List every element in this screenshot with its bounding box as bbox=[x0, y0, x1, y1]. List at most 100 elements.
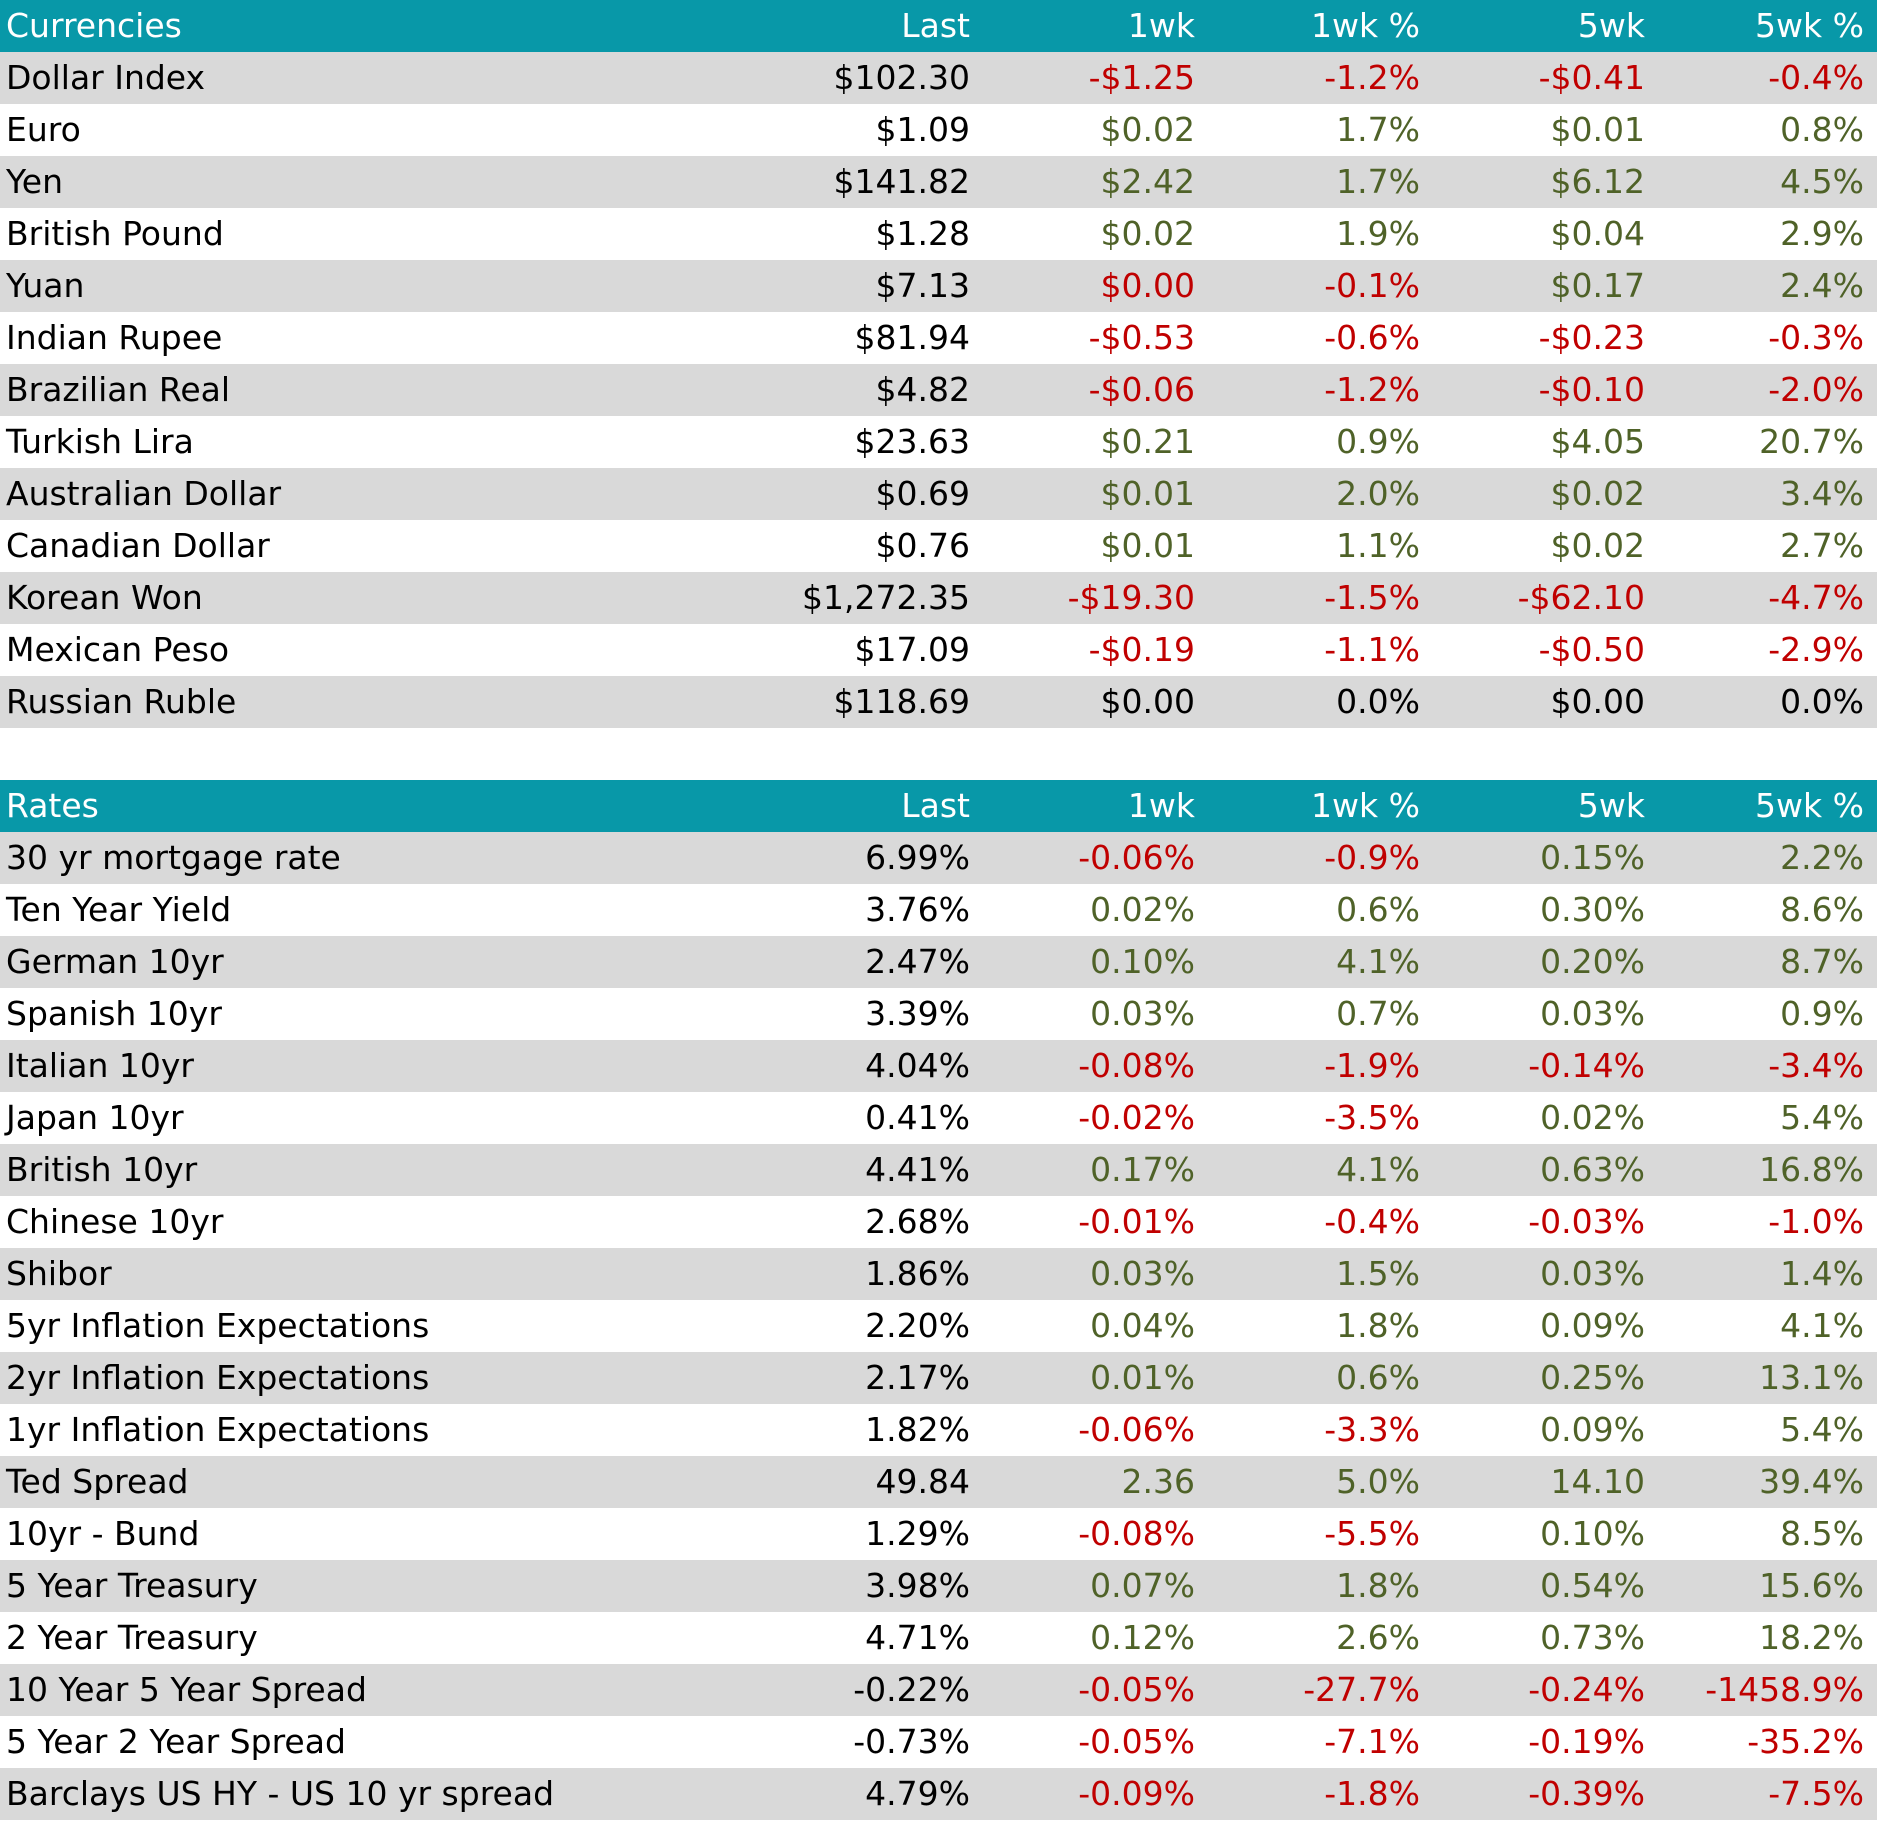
5wk-pct-cell: -1.0% bbox=[1768, 1202, 1864, 1241]
name-cell: Turkish Lira bbox=[6, 422, 194, 461]
5wk-cell: $0.17 bbox=[1550, 266, 1645, 305]
1wk-pct-cell: 4.1% bbox=[1336, 942, 1420, 981]
5wk-cell: 0.09% bbox=[1540, 1306, 1645, 1345]
5wk-cell: $0.02 bbox=[1550, 526, 1645, 565]
1wk-pct-cell: 1.7% bbox=[1336, 162, 1420, 201]
name-cell: British Pound bbox=[6, 214, 224, 253]
5wk-cell: 0.03% bbox=[1540, 994, 1645, 1033]
name-cell: Ten Year Yield bbox=[6, 890, 232, 929]
last-cell: -0.22% bbox=[853, 1670, 970, 1709]
5wk-pct-cell: 2.2% bbox=[1780, 838, 1864, 877]
table-row: Chinese 10yr 2.68% -0.01% -0.4% -0.03% -1.0% bbox=[0, 1196, 1877, 1248]
1wk-cell: $2.42 bbox=[1100, 162, 1195, 201]
5wk-pct-cell: 0.9% bbox=[1780, 994, 1864, 1033]
5wk-cell: -0.24% bbox=[1528, 1670, 1645, 1709]
table-row: Euro $1.09 $0.02 1.7% $0.01 0.8% bbox=[0, 104, 1877, 156]
5wk-pct-cell: 39.4% bbox=[1759, 1462, 1864, 1501]
name-cell: 5yr Inflation Expectations bbox=[6, 1306, 430, 1345]
1wk-pct-cell: -1.1% bbox=[1324, 630, 1420, 669]
5wk-pct-cell: 1.4% bbox=[1780, 1254, 1864, 1293]
name-cell: Spanish 10yr bbox=[6, 994, 222, 1033]
1wk-pct-cell: -1.9% bbox=[1324, 1046, 1420, 1085]
table-row: Yen $141.82 $2.42 1.7% $6.12 4.5% bbox=[0, 156, 1877, 208]
name-cell: 10 Year 5 Year Spread bbox=[6, 1670, 367, 1709]
5wk-pct-cell: -3.4% bbox=[1768, 1046, 1864, 1085]
1wk-cell: -$1.25 bbox=[1088, 58, 1195, 97]
1wk-cell: -0.05% bbox=[1078, 1670, 1195, 1709]
1wk-pct-cell: -1.2% bbox=[1324, 370, 1420, 409]
last-cell: 0.41% bbox=[865, 1098, 970, 1137]
1wk-pct-cell: -0.1% bbox=[1324, 266, 1420, 305]
1wk-cell: $0.02 bbox=[1100, 214, 1195, 253]
rates-header-5wk-pct: 5wk % bbox=[1755, 786, 1864, 825]
5wk-pct-cell: 18.2% bbox=[1759, 1618, 1864, 1657]
rates-table: Rates Last 1wk 1wk % 5wk 5wk % 30 yr mor… bbox=[0, 780, 1877, 1820]
5wk-pct-cell: 2.4% bbox=[1780, 266, 1864, 305]
5wk-cell: 0.09% bbox=[1540, 1410, 1645, 1449]
5wk-cell: -$0.41 bbox=[1538, 58, 1645, 97]
5wk-pct-cell: -2.0% bbox=[1768, 370, 1864, 409]
1wk-pct-cell: 1.8% bbox=[1336, 1566, 1420, 1605]
1wk-cell: 0.12% bbox=[1090, 1618, 1195, 1657]
last-cell: 4.04% bbox=[865, 1046, 970, 1085]
1wk-pct-cell: 2.6% bbox=[1336, 1618, 1420, 1657]
1wk-cell: -$0.53 bbox=[1088, 318, 1195, 357]
1wk-pct-cell: -0.9% bbox=[1324, 838, 1420, 877]
5wk-cell: $0.02 bbox=[1550, 474, 1645, 513]
table-row: Australian Dollar $0.69 $0.01 2.0% $0.02 3.4% bbox=[0, 468, 1877, 520]
rates-header-title: Rates bbox=[6, 786, 99, 825]
1wk-cell: -0.06% bbox=[1078, 1410, 1195, 1449]
5wk-cell: -$62.10 bbox=[1517, 578, 1645, 617]
5wk-cell: 0.63% bbox=[1540, 1150, 1645, 1189]
table-row: Japan 10yr 0.41% -0.02% -3.5% 0.02% 5.4% bbox=[0, 1092, 1877, 1144]
last-cell: $23.63 bbox=[854, 422, 970, 461]
currencies-table: Currencies Last 1wk 1wk % 5wk 5wk % Doll… bbox=[0, 0, 1877, 728]
5wk-cell: -0.03% bbox=[1528, 1202, 1645, 1241]
1wk-pct-cell: 0.7% bbox=[1336, 994, 1420, 1033]
1wk-pct-cell: -1.5% bbox=[1324, 578, 1420, 617]
1wk-pct-cell: 1.5% bbox=[1336, 1254, 1420, 1293]
rates-body: 30 yr mortgage rate 6.99% -0.06% -0.9% 0.15%… bbox=[0, 832, 1877, 1820]
1wk-pct-cell: 4.1% bbox=[1336, 1150, 1420, 1189]
table-row: 5 Year 2 Year Spread -0.73% -0.05% -7.1% -0.… bbox=[0, 1716, 1877, 1768]
last-cell: $1,272.35 bbox=[802, 578, 970, 617]
1wk-cell: 0.04% bbox=[1090, 1306, 1195, 1345]
table-row: 2yr Inflation Expectations 2.17% 0.01% 0.6%… bbox=[0, 1352, 1877, 1404]
currencies-header-5wk-pct: 5wk % bbox=[1755, 6, 1864, 45]
1wk-pct-cell: 5.0% bbox=[1336, 1462, 1420, 1501]
last-cell: $7.13 bbox=[875, 266, 970, 305]
5wk-pct-cell: -1458.9% bbox=[1705, 1670, 1864, 1709]
table-row: Spanish 10yr 3.39% 0.03% 0.7% 0.03% 0.9% bbox=[0, 988, 1877, 1040]
name-cell: Australian Dollar bbox=[6, 474, 282, 513]
5wk-pct-cell: 8.5% bbox=[1780, 1514, 1864, 1553]
last-cell: $17.09 bbox=[854, 630, 970, 669]
last-cell: 2.68% bbox=[865, 1202, 970, 1241]
5wk-pct-cell: -0.4% bbox=[1768, 58, 1864, 97]
1wk-pct-cell: -1.8% bbox=[1324, 1774, 1420, 1813]
1wk-cell: -$0.06 bbox=[1088, 370, 1195, 409]
table-row: Ten Year Yield 3.76% 0.02% 0.6% 0.30% 8.6% bbox=[0, 884, 1877, 936]
1wk-pct-cell: 0.0% bbox=[1336, 682, 1420, 721]
name-cell: German 10yr bbox=[6, 942, 224, 981]
1wk-pct-cell: 1.8% bbox=[1336, 1306, 1420, 1345]
1wk-cell: 0.07% bbox=[1090, 1566, 1195, 1605]
5wk-cell: 0.54% bbox=[1540, 1566, 1645, 1605]
5wk-pct-cell: -35.2% bbox=[1747, 1722, 1864, 1761]
currencies-header-row: Currencies Last 1wk 1wk % 5wk 5wk % bbox=[0, 0, 1877, 52]
5wk-cell: -$0.10 bbox=[1538, 370, 1645, 409]
table-row: Brazilian Real $4.82 -$0.06 -1.2% -$0.10 -2.0… bbox=[0, 364, 1877, 416]
name-cell: Korean Won bbox=[6, 578, 203, 617]
table-row: 5 Year Treasury 3.98% 0.07% 1.8% 0.54% 15.6% bbox=[0, 1560, 1877, 1612]
5wk-cell: 0.25% bbox=[1540, 1358, 1645, 1397]
last-cell: 3.98% bbox=[865, 1566, 970, 1605]
1wk-pct-cell: -0.6% bbox=[1324, 318, 1420, 357]
5wk-pct-cell: -2.9% bbox=[1768, 630, 1864, 669]
table-row: Russian Ruble $118.69 $0.00 0.0% $0.00 0.0% bbox=[0, 676, 1877, 728]
5wk-cell: -$0.50 bbox=[1538, 630, 1645, 669]
last-cell: $81.94 bbox=[854, 318, 970, 357]
1wk-pct-cell: -1.2% bbox=[1324, 58, 1420, 97]
name-cell: Chinese 10yr bbox=[6, 1202, 224, 1241]
last-cell: $141.82 bbox=[833, 162, 970, 201]
name-cell: Ted Spread bbox=[6, 1462, 189, 1501]
table-row: Ted Spread 49.84 2.36 5.0% 14.10 39.4% bbox=[0, 1456, 1877, 1508]
